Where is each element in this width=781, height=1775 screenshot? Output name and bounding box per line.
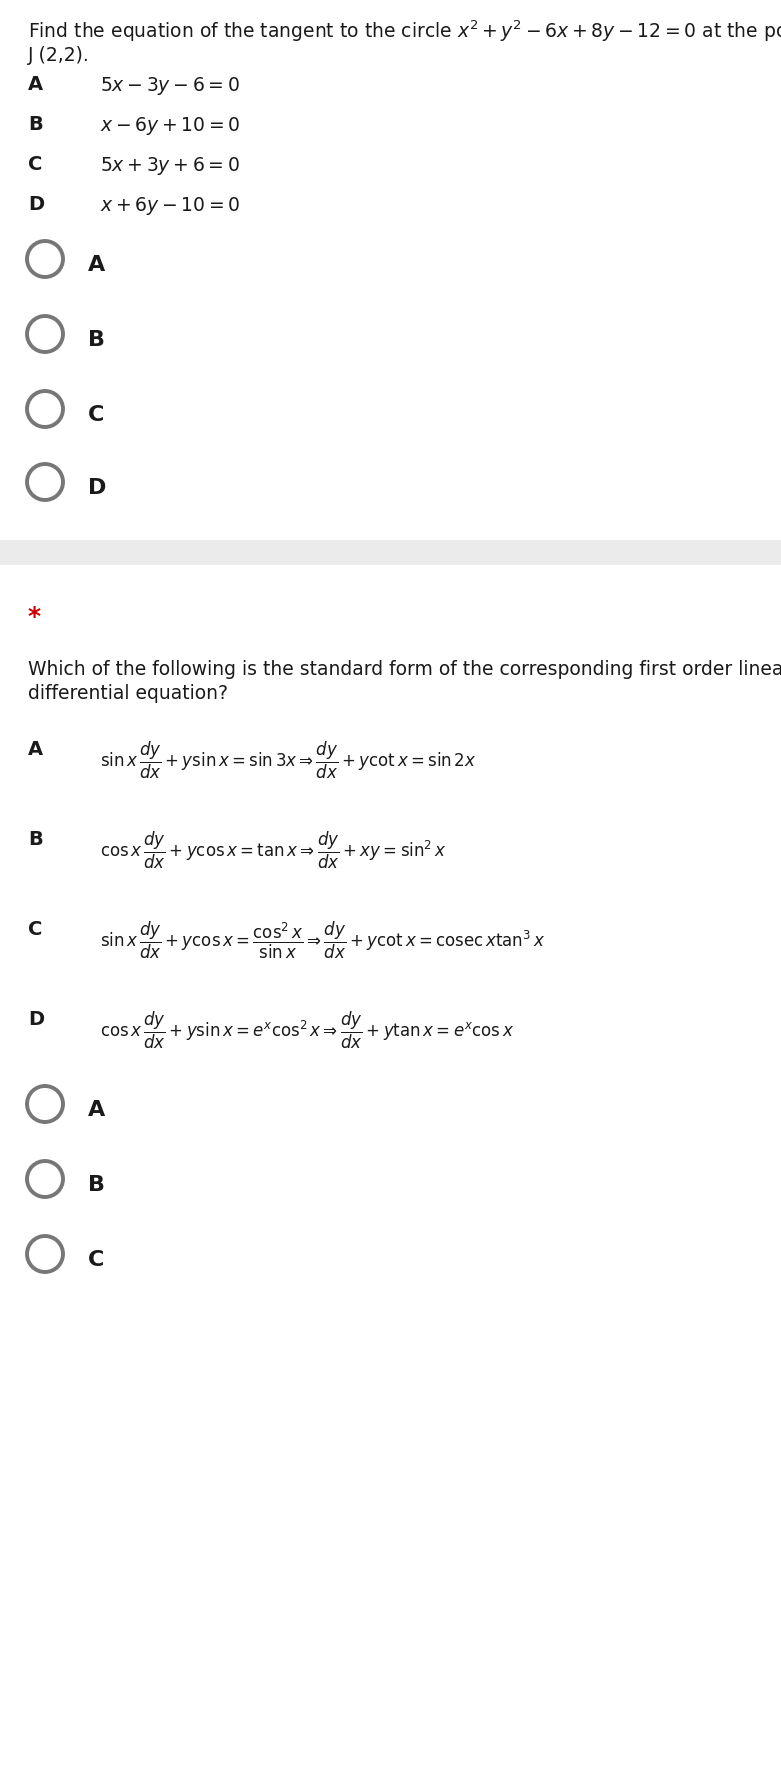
Text: D: D — [88, 477, 106, 499]
Text: A: A — [28, 740, 43, 760]
Text: A: A — [88, 256, 105, 275]
Text: B: B — [28, 831, 43, 848]
Text: $x-6y+10=0$: $x-6y+10=0$ — [100, 115, 241, 137]
Text: D: D — [28, 195, 44, 215]
Text: $\cos x\,\dfrac{dy}{dx}+y\sin x=e^x\cos^2 x\Rightarrow\dfrac{dy}{dx}+y\tan x=e^x: $\cos x\,\dfrac{dy}{dx}+y\sin x=e^x\cos^… — [100, 1010, 514, 1051]
Text: $5x+3y+6=0$: $5x+3y+6=0$ — [100, 154, 240, 178]
Text: B: B — [88, 330, 105, 350]
Text: $\cos x\,\dfrac{dy}{dx}+y\cos x=\tan x\Rightarrow\dfrac{dy}{dx}+xy=\sin^2 x$: $\cos x\,\dfrac{dy}{dx}+y\cos x=\tan x\R… — [100, 831, 447, 872]
Text: A: A — [28, 75, 43, 94]
Text: C: C — [88, 405, 105, 424]
Text: $\sin x\,\dfrac{dy}{dx}+y\cos x=\dfrac{\cos^2 x}{\sin x}\Rightarrow\dfrac{dy}{dx: $\sin x\,\dfrac{dy}{dx}+y\cos x=\dfrac{\… — [100, 919, 545, 962]
Text: Which of the following is the standard form of the corresponding first order lin: Which of the following is the standard f… — [28, 660, 781, 680]
Text: D: D — [28, 1010, 44, 1030]
Text: $\sin x\,\dfrac{dy}{dx}+y\sin x=\sin 3x\Rightarrow\dfrac{dy}{dx}+y\cot x=\sin 2x: $\sin x\,\dfrac{dy}{dx}+y\sin x=\sin 3x\… — [100, 740, 476, 781]
Text: J (2,2).: J (2,2). — [28, 46, 90, 66]
Text: B: B — [28, 115, 43, 133]
Text: C: C — [28, 919, 42, 939]
Bar — [0, 540, 781, 564]
Text: $5x-3y-6=0$: $5x-3y-6=0$ — [100, 75, 240, 98]
Text: A: A — [88, 1100, 105, 1120]
Text: $x+6y-10=0$: $x+6y-10=0$ — [100, 195, 241, 217]
Text: Find the equation of the tangent to the circle $x^2+y^2-6x+8y-12=0$ at the point: Find the equation of the tangent to the … — [28, 18, 781, 44]
Text: C: C — [88, 1250, 105, 1269]
Text: B: B — [88, 1175, 105, 1195]
Text: *: * — [28, 605, 41, 628]
Text: differential equation?: differential equation? — [28, 683, 228, 703]
Text: C: C — [28, 154, 42, 174]
